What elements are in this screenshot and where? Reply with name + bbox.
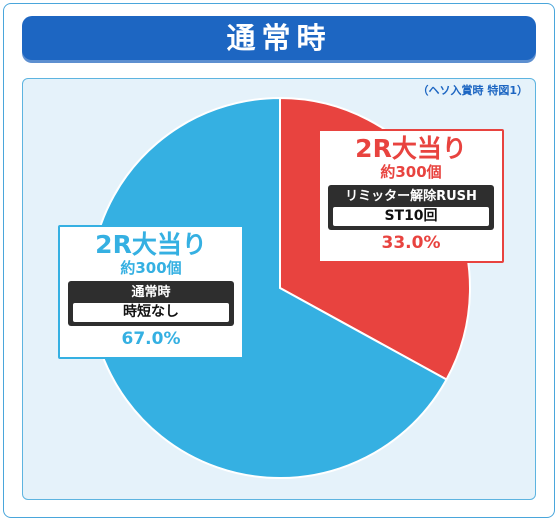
mode-detail: ST10回 — [333, 207, 489, 226]
mode-box: リミッター解除RUSH ST10回 — [328, 185, 494, 230]
slice-name: 2R大当り — [355, 134, 467, 163]
slice-sub: 約300個 — [380, 163, 442, 181]
slice-label-normal: 2R大当り 約300個 通常時 時短なし 67.0% — [58, 225, 244, 359]
slice-label-rush: 2R大当り 約300個 リミッター解除RUSH ST10回 33.0% — [318, 129, 504, 263]
mode-name: 通常時 — [131, 285, 171, 300]
mode-box: 通常時 時短なし — [68, 281, 234, 326]
slice-percent: 67.0% — [121, 329, 181, 349]
chart-note: （ヘソ入賞時 特図1） — [417, 84, 528, 97]
chart-title: 通常時 — [22, 16, 536, 60]
pie-slice-1 — [89, 96, 448, 479]
slice-name: 2R大当り — [95, 230, 207, 259]
mode-detail: 時短なし — [73, 303, 229, 322]
slice-percent: 33.0% — [381, 233, 441, 253]
slice-sub: 約300個 — [120, 259, 182, 277]
mode-name: リミッター解除RUSH — [345, 189, 477, 204]
